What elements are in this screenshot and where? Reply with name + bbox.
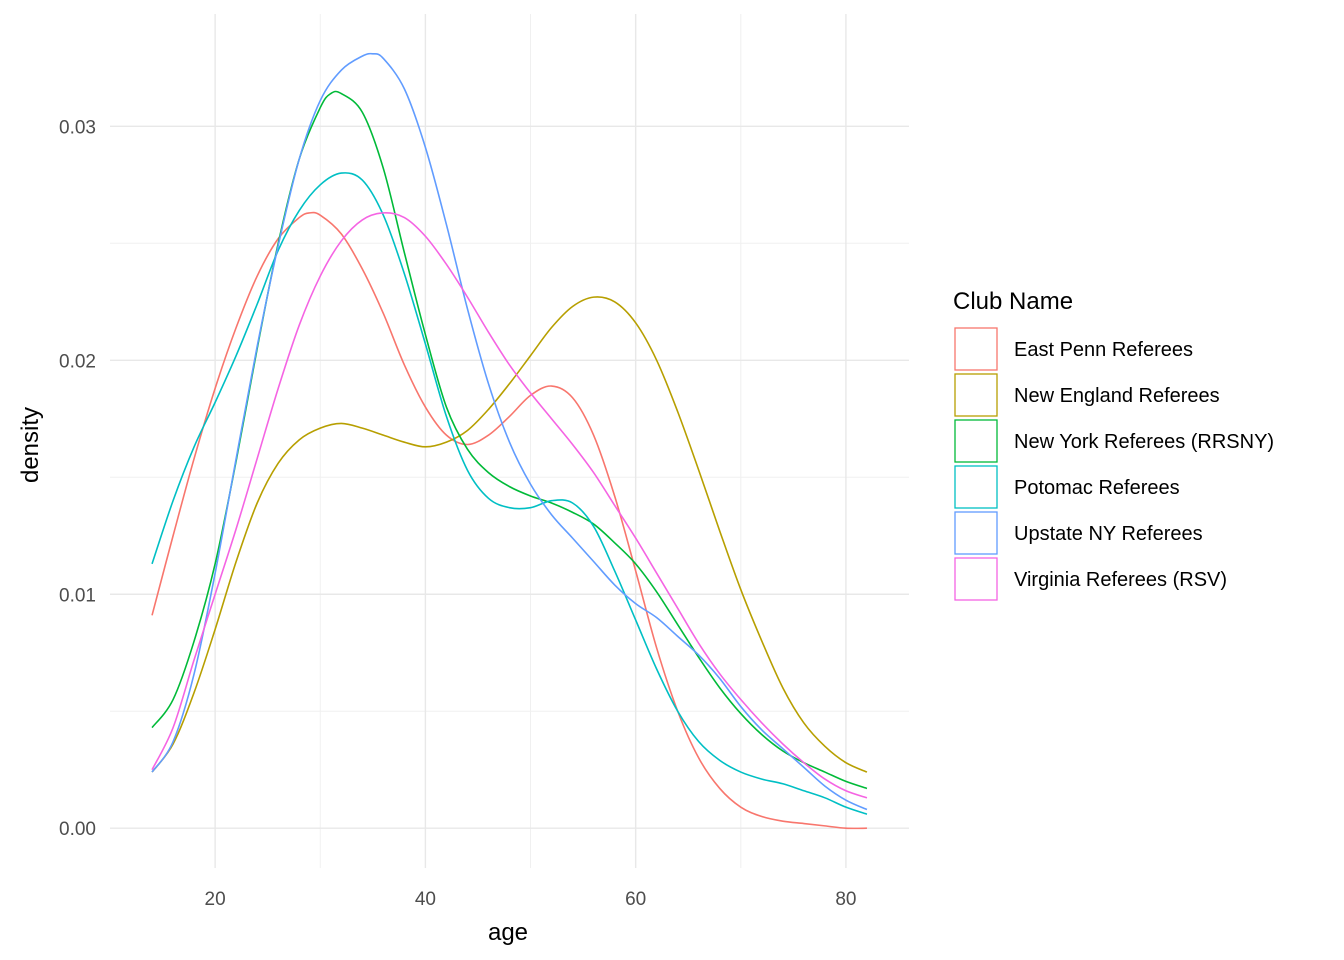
legend-items: East Penn Referees New England Referees Ne… <box>954 327 1274 601</box>
major-gridlines <box>110 14 909 868</box>
legend-key <box>954 557 998 601</box>
x-axis-title: age <box>488 919 528 946</box>
x-axis-tick-labels: 20 40 60 80 <box>205 889 857 910</box>
legend-label: New York Referees (RRSNY) <box>1014 431 1274 453</box>
x-tick-label: 60 <box>625 889 646 910</box>
legend-label: New England Referees <box>1014 385 1220 407</box>
y-tick-label: 0.03 <box>59 117 96 138</box>
density-line-5 <box>151 52 868 811</box>
legend-key <box>954 373 998 417</box>
density-line-4 <box>151 172 868 815</box>
legend-label: East Penn Referees <box>1014 339 1193 361</box>
y-axis-title: density <box>17 407 44 483</box>
legend-label: Potomac Referees <box>1014 477 1180 499</box>
legend-key <box>954 465 998 509</box>
x-tick-label: 40 <box>415 889 436 910</box>
legend-key <box>954 327 998 371</box>
density-line-1 <box>151 211 867 830</box>
density-lines <box>151 52 868 830</box>
density-line-6 <box>151 212 868 799</box>
density-line-3 <box>151 90 868 790</box>
legend-key <box>954 511 998 555</box>
x-tick-label: 80 <box>835 889 856 910</box>
y-tick-label: 0.02 <box>59 351 96 372</box>
legend-label: Upstate NY Referees <box>1014 523 1203 545</box>
legend-label: Virginia Referees (RSV) <box>1014 569 1227 591</box>
y-axis-tick-labels: 0.00 0.01 0.02 0.03 <box>59 117 96 840</box>
legend-title: Club Name <box>953 288 1073 315</box>
y-tick-label: 0.00 <box>59 819 96 840</box>
legend: Club Name East Penn Referees New England … <box>953 288 1274 601</box>
density-line-2 <box>151 296 868 773</box>
legend-key <box>954 419 998 463</box>
x-tick-label: 20 <box>205 889 226 910</box>
minor-gridlines <box>110 14 909 868</box>
y-tick-label: 0.01 <box>59 585 96 606</box>
